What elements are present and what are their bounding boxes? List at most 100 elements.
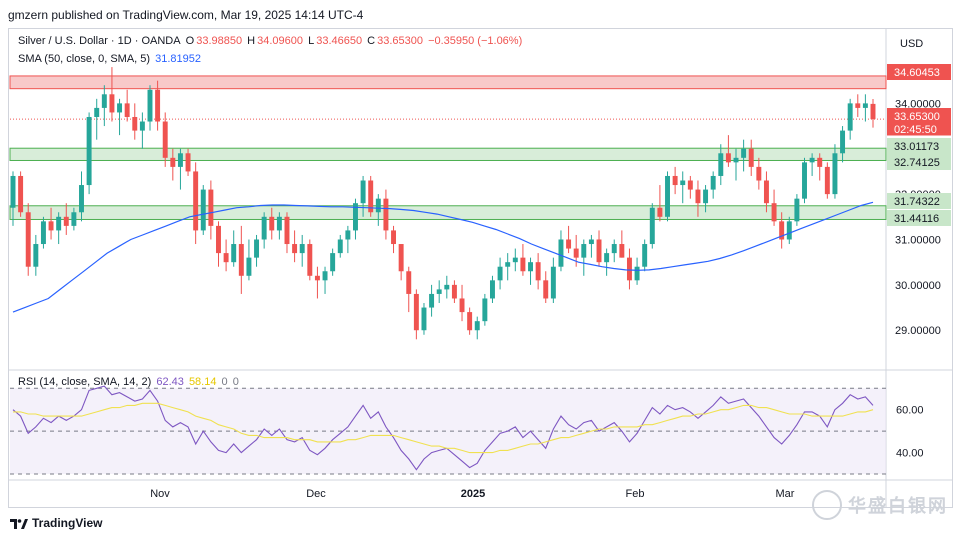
candle: [353, 198, 358, 240]
candle: [634, 257, 640, 285]
candle-body: [48, 221, 54, 231]
candle-body: [695, 189, 701, 204]
rsi-extra-2: 0: [232, 376, 239, 388]
chart-frame: [8, 28, 953, 508]
candle-body: [94, 107, 100, 117]
candle: [284, 212, 290, 254]
candle: [725, 135, 731, 167]
candle-body: [155, 89, 161, 122]
open-label: O: [185, 35, 195, 47]
candle-body: [360, 180, 366, 204]
price-label-zone: 31.74322: [894, 196, 940, 208]
candle-body: [786, 221, 792, 240]
candle-body: [276, 216, 282, 231]
candle-body: [208, 189, 214, 226]
candle: [299, 234, 305, 267]
candle-body: [25, 212, 31, 267]
symbol-name[interactable]: Silver / U.S. Dollar · 1D · OANDA: [18, 35, 181, 47]
candle: [474, 316, 480, 340]
publisher-header: gmzern published on TradingView.com, Mar…: [8, 8, 364, 22]
candle: [802, 157, 807, 204]
candle: [824, 162, 830, 199]
candle-body: [193, 171, 199, 231]
watermark-logo-icon: [812, 490, 842, 520]
rsi-legend: RSI (14, close, SMA, 14, 2) 62.43 58.14 …: [18, 376, 241, 388]
candle: [429, 284, 435, 317]
candle: [649, 203, 655, 249]
price-tick-label: 29.00000: [895, 325, 941, 337]
time-axis-label: Dec: [306, 488, 326, 500]
candle: [847, 98, 853, 140]
candle: [672, 166, 678, 195]
candle-body: [101, 94, 107, 108]
candle-body: [665, 175, 670, 217]
candle: [330, 248, 336, 276]
candle: [276, 212, 282, 240]
candle: [497, 257, 503, 290]
candle-body: [71, 212, 77, 226]
price-label-box: [887, 64, 951, 80]
rsi-extra-1: 0: [221, 376, 228, 388]
candle-body: [383, 198, 389, 231]
candle: [710, 171, 716, 199]
price-label-zone: 31.44116: [894, 213, 939, 225]
candle: [794, 194, 800, 226]
candle: [505, 253, 511, 281]
candle-body: [421, 307, 427, 331]
candle-body: [292, 244, 298, 254]
candle: [345, 225, 351, 254]
candle: [18, 171, 24, 217]
candle: [208, 180, 214, 240]
tradingview-logo-icon: [10, 518, 28, 529]
candle-body: [10, 175, 16, 208]
candle-body: [330, 253, 336, 272]
rsi-sma-value: 58.14: [188, 376, 217, 388]
candle: [269, 207, 275, 240]
candle: [558, 230, 564, 272]
candle-body: [520, 257, 526, 272]
candle-body: [687, 180, 693, 190]
candle: [832, 144, 838, 199]
candle-body: [18, 175, 24, 213]
candle-body: [604, 253, 610, 263]
resistance-zone: [9, 75, 887, 90]
candle-body: [459, 298, 465, 313]
open-value: 33.98850: [196, 35, 243, 47]
rsi-label[interactable]: RSI (14, close, SMA, 14, 2): [18, 376, 152, 388]
candle-body: [802, 162, 807, 199]
candle-body: [40, 221, 46, 245]
candle: [581, 239, 587, 276]
candle: [63, 203, 69, 235]
candle: [200, 185, 206, 235]
candle-body: [543, 280, 549, 299]
sma-line: [12, 201, 874, 313]
candle: [56, 212, 62, 245]
candle: [817, 153, 823, 181]
candle: [550, 257, 556, 304]
candle-body: [63, 216, 69, 226]
candle-body: [147, 89, 153, 122]
currency-label[interactable]: USD: [900, 38, 924, 50]
candle-body: [398, 244, 404, 272]
candle-body: [444, 284, 450, 290]
candle: [543, 271, 549, 304]
close-label: C: [367, 35, 376, 47]
price-label-resistance: 34.60453: [894, 67, 940, 79]
candle: [520, 244, 526, 276]
candle: [117, 98, 123, 136]
candle-body: [429, 293, 435, 308]
support-zone-1: [9, 147, 887, 161]
candle: [132, 103, 138, 140]
candle: [101, 85, 107, 127]
watermark-text: 华盛白银网: [848, 496, 948, 516]
candle: [862, 94, 868, 122]
candle-body: [573, 248, 579, 258]
tradingview-logo[interactable]: TradingView: [10, 516, 102, 530]
candle: [231, 230, 237, 267]
candle: [855, 94, 861, 117]
candle: [459, 284, 465, 322]
sma-label[interactable]: SMA (50, close, 0, SMA, 5): [18, 53, 151, 65]
rsi-value: 62.43: [156, 376, 184, 388]
candle: [657, 185, 663, 222]
